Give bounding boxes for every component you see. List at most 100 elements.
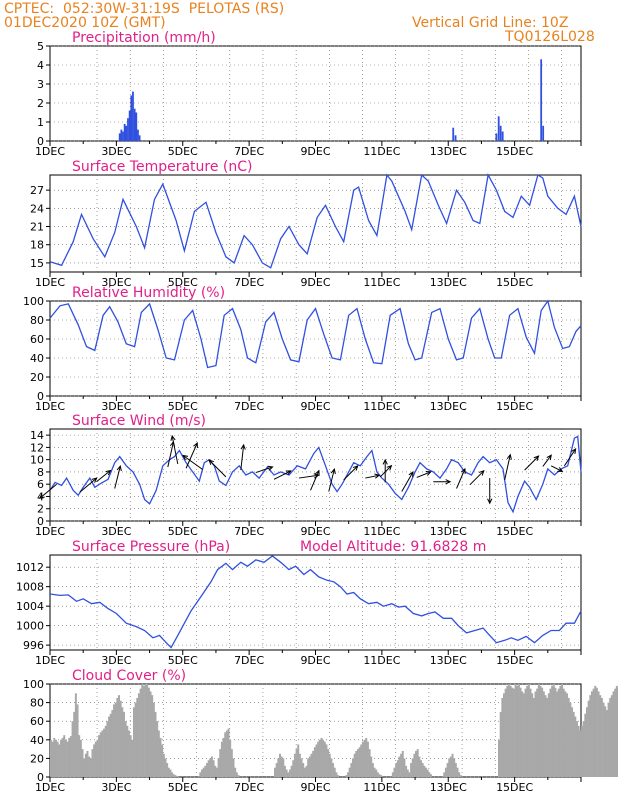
cloud-cover-bar bbox=[79, 739, 82, 777]
y-tick-label: 18 bbox=[30, 239, 44, 252]
x-tick-label: 5DEC bbox=[168, 654, 198, 667]
cloud-cover-bar bbox=[129, 735, 132, 777]
cloud-cover-bar bbox=[581, 725, 583, 777]
cloud-cover-bar bbox=[147, 687, 150, 777]
cloud-cover-bar bbox=[51, 741, 54, 777]
cloud-cover-bar bbox=[232, 758, 235, 777]
x-tick-label: 7DEC bbox=[234, 654, 264, 667]
x-tick-label: 3DEC bbox=[101, 400, 131, 413]
cloud-cover-bar bbox=[453, 758, 456, 777]
cloud-cover-bar bbox=[564, 691, 567, 777]
precip-bar bbox=[497, 116, 500, 141]
precip-bar bbox=[133, 108, 136, 141]
wind-arrow bbox=[416, 471, 431, 478]
cloud-cover-bar bbox=[544, 695, 547, 777]
cloud-cover-bar bbox=[511, 687, 514, 777]
cloud-cover-bar bbox=[322, 739, 325, 777]
wind-arrow bbox=[524, 455, 539, 471]
x-tick-label: 15DEC bbox=[496, 400, 533, 413]
cloud-cover-bar bbox=[171, 772, 174, 777]
cloud-cover-bar bbox=[215, 767, 218, 777]
x-tick-label: 7DEC bbox=[234, 276, 264, 289]
cloud-cover-bar bbox=[88, 756, 91, 777]
wind-arrow bbox=[240, 444, 245, 471]
cloud-cover-bar bbox=[328, 753, 331, 777]
x-tick-label: 15DEC bbox=[496, 781, 533, 794]
cloud-cover-bar bbox=[214, 765, 217, 777]
wind-arrow-head bbox=[182, 454, 189, 461]
cloud-cover-bar bbox=[446, 763, 449, 777]
cloud-cover-bar bbox=[549, 688, 552, 777]
y-tick-label: 0 bbox=[37, 390, 44, 403]
cloud-cover-bar bbox=[278, 753, 281, 777]
panel-title: Precipitation (mm/h) bbox=[72, 30, 216, 46]
cloud-cover-bar bbox=[219, 749, 222, 777]
y-tick-label: 4 bbox=[37, 59, 44, 72]
cloud-cover-bar bbox=[376, 772, 379, 777]
cloud-cover-bar bbox=[602, 702, 605, 777]
cloud-cover-bar bbox=[418, 756, 421, 777]
cloud-cover-bar bbox=[345, 775, 348, 777]
cloud-cover-bar bbox=[222, 737, 225, 777]
cloud-cover-bar bbox=[166, 763, 169, 777]
cloud-cover-bar bbox=[600, 697, 603, 777]
precip-bar bbox=[120, 129, 123, 141]
precip-bar bbox=[540, 59, 543, 141]
cloud-cover-bar bbox=[59, 739, 62, 777]
cloud-cover-bar bbox=[167, 767, 170, 777]
cloud-cover-bar bbox=[410, 763, 413, 777]
cloud-cover-bar bbox=[282, 758, 285, 777]
y-tick-label: 0 bbox=[37, 771, 44, 784]
header-grid-note: Vertical Grid Line: 10Z bbox=[412, 15, 569, 31]
cloud-cover-bar bbox=[144, 684, 147, 777]
cloud-cover-bar bbox=[517, 684, 520, 777]
wind-arrow-head bbox=[208, 459, 214, 465]
cloud-cover-bar bbox=[524, 688, 527, 777]
panel-title: Surface Pressure (hPa) bbox=[72, 539, 230, 555]
cloud-cover-bar bbox=[395, 763, 398, 777]
cloud-cover-bar bbox=[159, 737, 162, 777]
cloud-cover-bar bbox=[415, 750, 418, 777]
y-tick-label: 6 bbox=[37, 478, 44, 491]
cloud-cover-bar bbox=[116, 697, 119, 777]
cloud-cover-bar bbox=[154, 711, 157, 777]
y-tick-label: 1004 bbox=[16, 600, 44, 613]
cloud-cover-bar bbox=[201, 769, 203, 777]
y-tick-label: 1008 bbox=[16, 581, 44, 594]
x-tick-label: 13DEC bbox=[430, 276, 467, 289]
y-tick-label: 20 bbox=[30, 752, 44, 765]
cloud-cover-bar bbox=[595, 687, 598, 777]
y-tick-label: 24 bbox=[30, 202, 44, 215]
y-tick-label: 1000 bbox=[16, 620, 44, 633]
cloud-cover-bar bbox=[347, 772, 349, 777]
wind-arrow-head bbox=[571, 448, 577, 455]
cloud-cover-bar bbox=[172, 774, 175, 777]
wind-arrow-head bbox=[314, 469, 320, 476]
cloud-cover-bar bbox=[312, 750, 315, 777]
panel-frame bbox=[49, 428, 582, 522]
cloud-cover-bar bbox=[391, 772, 394, 777]
x-tick-label: 9DEC bbox=[300, 276, 330, 289]
cloud-cover-bar bbox=[149, 691, 152, 777]
cloud-cover-bar bbox=[303, 767, 306, 777]
cloud-cover-bar bbox=[315, 744, 318, 777]
cloud-cover-bar bbox=[152, 702, 155, 777]
cloud-cover-bar bbox=[220, 741, 223, 777]
cloud-cover-bar bbox=[81, 749, 84, 777]
cloud-cover-bar bbox=[420, 760, 422, 777]
cloud-cover-bar bbox=[521, 691, 524, 777]
cloud-cover-bar bbox=[361, 741, 364, 777]
x-tick-label: 13DEC bbox=[430, 145, 467, 158]
x-tick-label: 11DEC bbox=[363, 525, 400, 538]
precip-bar bbox=[130, 95, 133, 141]
wind-arrow-head bbox=[193, 442, 198, 449]
cloud-cover-bar bbox=[607, 702, 610, 777]
cloud-cover-bar bbox=[569, 702, 572, 777]
series-line bbox=[49, 299, 582, 369]
wind-arrow bbox=[171, 435, 179, 465]
cloud-cover-bar bbox=[393, 767, 396, 777]
cloud-cover-bar bbox=[585, 707, 588, 777]
wind-arrow bbox=[185, 442, 198, 469]
cloud-cover-bar bbox=[99, 732, 102, 777]
cloud-cover-bar bbox=[285, 769, 288, 777]
